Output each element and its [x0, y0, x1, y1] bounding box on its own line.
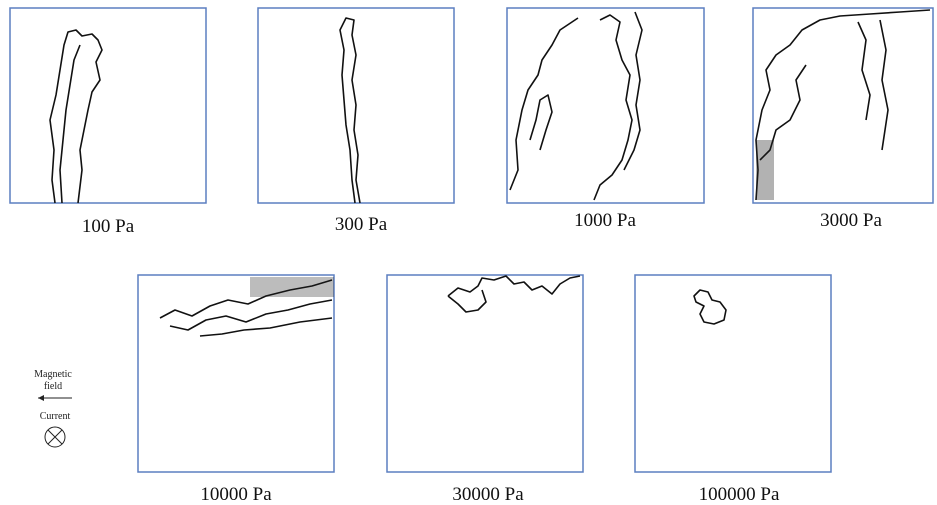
discharge-cluster [756, 140, 774, 200]
panel-label: 10000 Pa [200, 484, 272, 505]
legend-text: Magnetic [34, 369, 72, 380]
panel: 3000 Pa [753, 8, 933, 231]
discharge-cluster [250, 277, 334, 297]
figure: 100 Pa 300 Pa 1000 Pa 3000 Pa 10000 Pa [0, 0, 937, 505]
panel-frame [507, 8, 704, 203]
panel: 300 Pa [258, 8, 454, 235]
panel-frame [10, 8, 206, 203]
panel: 30000 Pa [387, 275, 583, 505]
legend-text: Current [40, 411, 71, 422]
panel-frame [753, 8, 933, 203]
panel: 100 Pa [10, 8, 206, 237]
panel-label: 30000 Pa [452, 484, 524, 505]
legend-text: field [44, 381, 62, 392]
panel-label: 3000 Pa [820, 210, 882, 231]
field-arrowhead [38, 395, 44, 401]
panel-label: 300 Pa [335, 214, 388, 235]
panel-frame [387, 275, 583, 472]
panel-label: 1000 Pa [574, 210, 636, 231]
panel: 10000 Pa [138, 275, 334, 505]
panel-frame [635, 275, 831, 472]
panel-frame [138, 275, 334, 472]
current-cross [48, 430, 62, 444]
panel-label: 100000 Pa [699, 484, 780, 505]
panel: 1000 Pa [507, 8, 704, 231]
panel: 100000 Pa [635, 275, 831, 505]
legend: Magnetic field Current [34, 369, 72, 447]
panel-label: 100 Pa [82, 216, 135, 237]
